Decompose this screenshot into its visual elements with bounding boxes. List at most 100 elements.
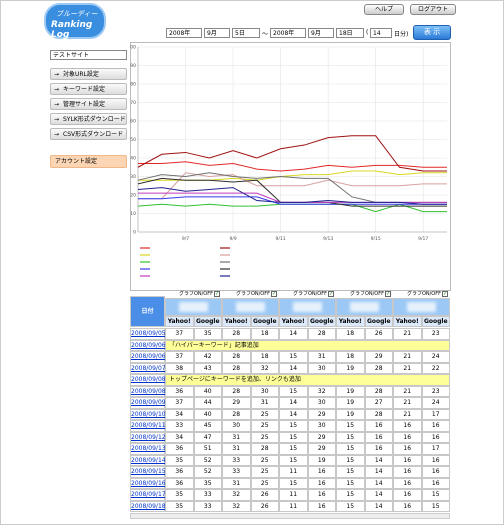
rank-cell: 25 [250, 420, 279, 432]
date-cell[interactable]: 2008/09/05 [130, 328, 166, 340]
date-cell[interactable]: 2008/09/11 [130, 420, 166, 432]
date-cell[interactable]: 2008/09/10 [130, 408, 166, 420]
rank-cell: 15 [336, 431, 365, 443]
date-cell[interactable]: 2008/09/17 [130, 489, 166, 501]
rank-cell: 15 [279, 443, 308, 455]
rank-cell: 33 [222, 466, 251, 478]
rank-cell: 15 [336, 500, 365, 512]
checkbox[interactable]: ✓ [271, 291, 277, 297]
rank-cell: 33 [222, 454, 251, 466]
checkbox[interactable]: ✓ [442, 291, 448, 297]
account-link[interactable]: アカウント設定 [50, 155, 127, 168]
rank-cell: 11 [279, 489, 308, 501]
engine-header: Google [307, 316, 336, 327]
rank-cell: 18 [250, 351, 279, 363]
menu-item[interactable]: → 管理サイト設定 [50, 98, 127, 110]
graph-toggle[interactable]: グラフON/OFF [406, 291, 441, 297]
help-button[interactable]: ヘルプ [364, 4, 404, 15]
logout-button[interactable]: ログアウト [410, 4, 456, 15]
rank-cell: 14 [364, 500, 393, 512]
chart: 0 10 20 30 40 50 60 70 80 90 100 9/7 9/9 9/11 9/13 9/15… [130, 42, 451, 291]
scrollbar[interactable] [130, 513, 450, 519]
rank-cell: 28 [307, 328, 336, 340]
days-unit: 日分) [394, 31, 409, 38]
arrow-icon: → [54, 71, 60, 78]
y-tick-label: 10 [130, 211, 136, 217]
y-tick-label: 80 [130, 82, 136, 88]
rank-cell: 40 [193, 408, 222, 420]
from-year[interactable]: 2008年 [166, 28, 202, 38]
x-tick-label: 9/13 [323, 236, 333, 242]
date-cell[interactable]: 2008/09/18 [130, 500, 166, 512]
rank-cell: 16 [393, 489, 422, 501]
logo-text: Ranking Log [51, 20, 93, 40]
rank-cell: 45 [193, 420, 222, 432]
rank-cell: 26 [250, 489, 279, 501]
graph-toggle[interactable]: グラフON/OFF [292, 291, 327, 297]
date-cell[interactable]: 2008/09/12 [130, 431, 166, 443]
arrow-icon: → [54, 131, 60, 138]
rank-cell: 17 [421, 443, 450, 455]
rank-cell: 31 [222, 477, 251, 489]
to-year[interactable]: 2008年 [270, 28, 306, 38]
series-line [138, 161, 447, 172]
chart-border [130, 42, 451, 291]
from-day[interactable]: 5日 [232, 28, 260, 38]
date-cell[interactable]: 2008/09/07 [130, 362, 166, 374]
date-cell[interactable]: 2008/09/16 [130, 477, 166, 489]
y-tick-label: 30 [130, 174, 136, 180]
rank-cell: 16 [307, 477, 336, 489]
menu-item[interactable]: → キーワード設定 [50, 83, 127, 95]
days-input[interactable]: 14 [370, 28, 392, 38]
date-cell[interactable]: 2008/09/15 [130, 466, 166, 478]
date-cell[interactable]: 2008/09/08 [130, 374, 166, 386]
to-month[interactable]: 9月 [308, 28, 334, 38]
logo[interactable]: ブルーディー Ranking Log [44, 3, 106, 40]
site-select[interactable]: テストサイト [50, 50, 127, 60]
rank-cell: 14 [279, 328, 308, 340]
menu-item[interactable]: → SYLK形式ダウンロード [50, 113, 127, 125]
rank-cell: 30 [222, 420, 251, 432]
from-month[interactable]: 9月 [204, 28, 230, 38]
checkbox[interactable]: ✓ [385, 291, 391, 297]
rank-cell: 15 [279, 385, 308, 397]
rank-cell: 33 [193, 500, 222, 512]
checkbox[interactable]: ✓ [328, 291, 334, 297]
menu-item[interactable]: → CSV形式ダウンロード [50, 128, 127, 140]
rank-cell: 31 [307, 351, 336, 363]
rank-cell: 16 [421, 454, 450, 466]
y-tick-label: 20 [130, 193, 136, 199]
date-cell[interactable]: 2008/09/14 [130, 454, 166, 466]
x-tick-label: 9/17 [418, 236, 428, 242]
rank-cell: 16 [393, 420, 422, 432]
date-cell[interactable]: 2008/09/06 [130, 351, 166, 363]
rank-cell: 28 [250, 443, 279, 455]
submit-button[interactable]: 表 示 [413, 25, 451, 40]
engine-header: Yahoo! [279, 316, 308, 327]
engine-header: Google [250, 316, 279, 327]
rank-cell: 35 [165, 500, 194, 512]
date-cell[interactable]: 2008/09/08 [130, 385, 166, 397]
engine-header: Yahoo! [393, 316, 422, 327]
to-day[interactable]: 18日 [336, 28, 364, 38]
rank-cell: 16 [421, 420, 450, 432]
rank-cell: 16 [393, 500, 422, 512]
rank-cell: 25 [250, 477, 279, 489]
note-cell: 「ハイパーキーワード」記事追加 [165, 339, 450, 351]
menu-label: CSV形式ダウンロード [63, 131, 124, 138]
rank-cell: 21 [393, 385, 422, 397]
rank-cell: 11 [279, 466, 308, 478]
rank-cell: 36 [165, 385, 194, 397]
arrow-icon: → [54, 116, 60, 123]
date-cell[interactable]: 2008/09/06 [130, 339, 166, 351]
date-cell[interactable]: 2008/09/09 [130, 397, 166, 409]
date-cell[interactable]: 2008/09/13 [130, 443, 166, 455]
graph-toggle[interactable]: グラフON/OFF [235, 291, 270, 297]
series-line [138, 196, 447, 205]
checkbox[interactable]: ✓ [214, 291, 220, 297]
rank-cell: 35 [193, 328, 222, 340]
graph-toggle[interactable]: グラフON/OFF [178, 291, 213, 297]
graph-toggle[interactable]: グラフON/OFF [349, 291, 384, 297]
rank-cell: 30 [307, 420, 336, 432]
menu-item[interactable]: → 対象URL設定 [50, 68, 127, 80]
